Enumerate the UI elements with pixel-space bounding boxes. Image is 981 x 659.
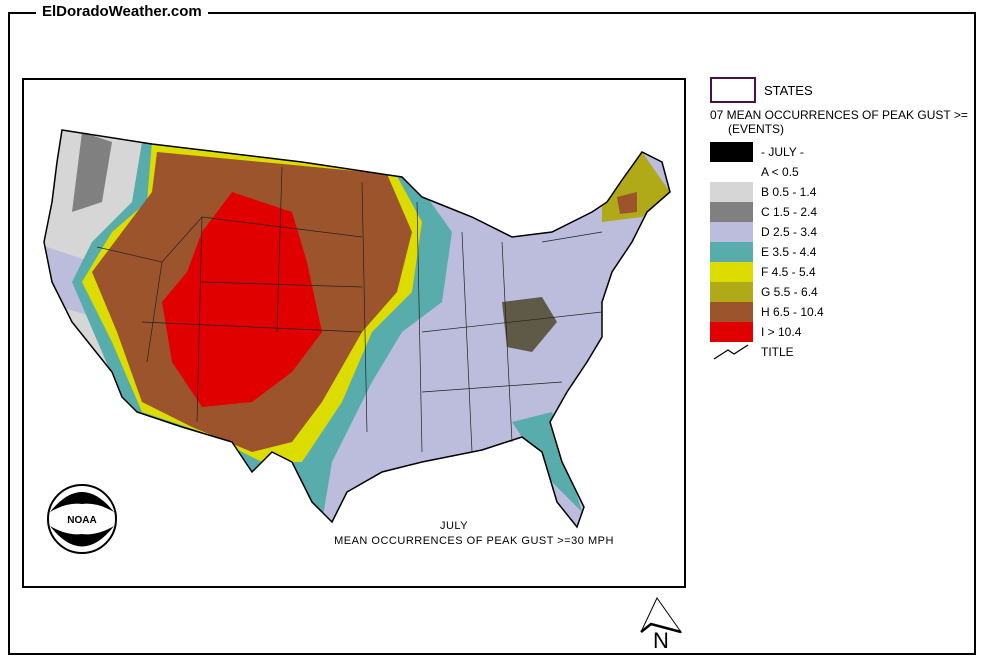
legend: STATES 07 MEAN OCCURRENCES OF PEAK GUST …: [710, 77, 981, 362]
title-line-icon: [713, 344, 749, 360]
month-swatch: [710, 142, 753, 162]
region-i: [162, 192, 322, 407]
legend-class-label: I > 10.4: [761, 325, 802, 339]
legend-class-d: D 2.5 - 3.4: [710, 222, 981, 242]
legend-class-a: A < 0.5: [710, 162, 981, 182]
region-h-northeast: [617, 192, 637, 214]
site-title: ElDoradoWeather.com: [36, 3, 208, 20]
legend-class-h: H 6.5 - 10.4: [710, 302, 981, 322]
legend-swatch: [710, 322, 753, 342]
map-panel: NOAA JULY MEAN OCCURRENCES OF PEAK GUST …: [22, 78, 686, 588]
region-c: [72, 132, 112, 212]
state-borders: [96, 166, 603, 453]
states-swatch: [710, 77, 756, 103]
legend-class-f: F 4.5 - 5.4: [710, 262, 981, 282]
legend-class-label: F 4.5 - 5.4: [761, 265, 816, 279]
legend-title-label: TITLE: [761, 345, 794, 359]
legend-states-label: STATES: [764, 82, 813, 98]
legend-class-label: H 6.5 - 10.4: [761, 305, 824, 319]
us-map: NOAA: [43, 129, 671, 554]
region-c-appalachia: [502, 297, 557, 352]
map-caption-title: MEAN OCCURRENCES OF PEAK GUST >=30 MPH: [334, 535, 614, 547]
outer-frame: [8, 12, 976, 655]
legend-class-e: E 3.5 - 4.4: [710, 242, 981, 262]
legend-layer-title: 07 MEAN OCCURRENCES OF PEAK GUST >=: [710, 108, 968, 122]
legend-swatch: [710, 162, 753, 182]
region-e-florida: [512, 412, 582, 512]
legend-swatch: [710, 282, 753, 302]
legend-class-label: A < 0.5: [761, 165, 799, 179]
legend-class-label: B 0.5 - 1.4: [761, 185, 817, 199]
us-outline: [43, 129, 671, 529]
legend-class-label: E 3.5 - 4.4: [761, 245, 817, 259]
noaa-logo: NOAA: [47, 484, 117, 554]
north-label: N: [653, 628, 669, 653]
legend-class-g: G 5.5 - 6.4: [710, 282, 981, 302]
legend-swatch: [710, 222, 753, 242]
map-caption-month: JULY: [439, 520, 469, 532]
legend-swatch: [710, 242, 753, 262]
legend-swatch: [710, 302, 753, 322]
legend-class-c: C 1.5 - 2.4: [710, 202, 981, 222]
svg-text:NOAA: NOAA: [67, 515, 96, 526]
legend-swatch: [710, 182, 753, 202]
north-arrow-icon: [640, 597, 683, 634]
legend-class-label: D 2.5 - 3.4: [761, 225, 818, 239]
legend-class-i: I > 10.4: [710, 322, 981, 342]
legend-layer-units: (EVENTS): [728, 122, 785, 136]
legend-swatch: [710, 262, 753, 282]
legend-class-label: G 5.5 - 6.4: [761, 285, 818, 299]
legend-swatch: [710, 202, 753, 222]
legend-month-label: - JULY -: [761, 145, 804, 159]
legend-class-label: C 1.5 - 2.4: [761, 205, 818, 219]
legend-class-b: B 0.5 - 1.4: [710, 182, 981, 202]
